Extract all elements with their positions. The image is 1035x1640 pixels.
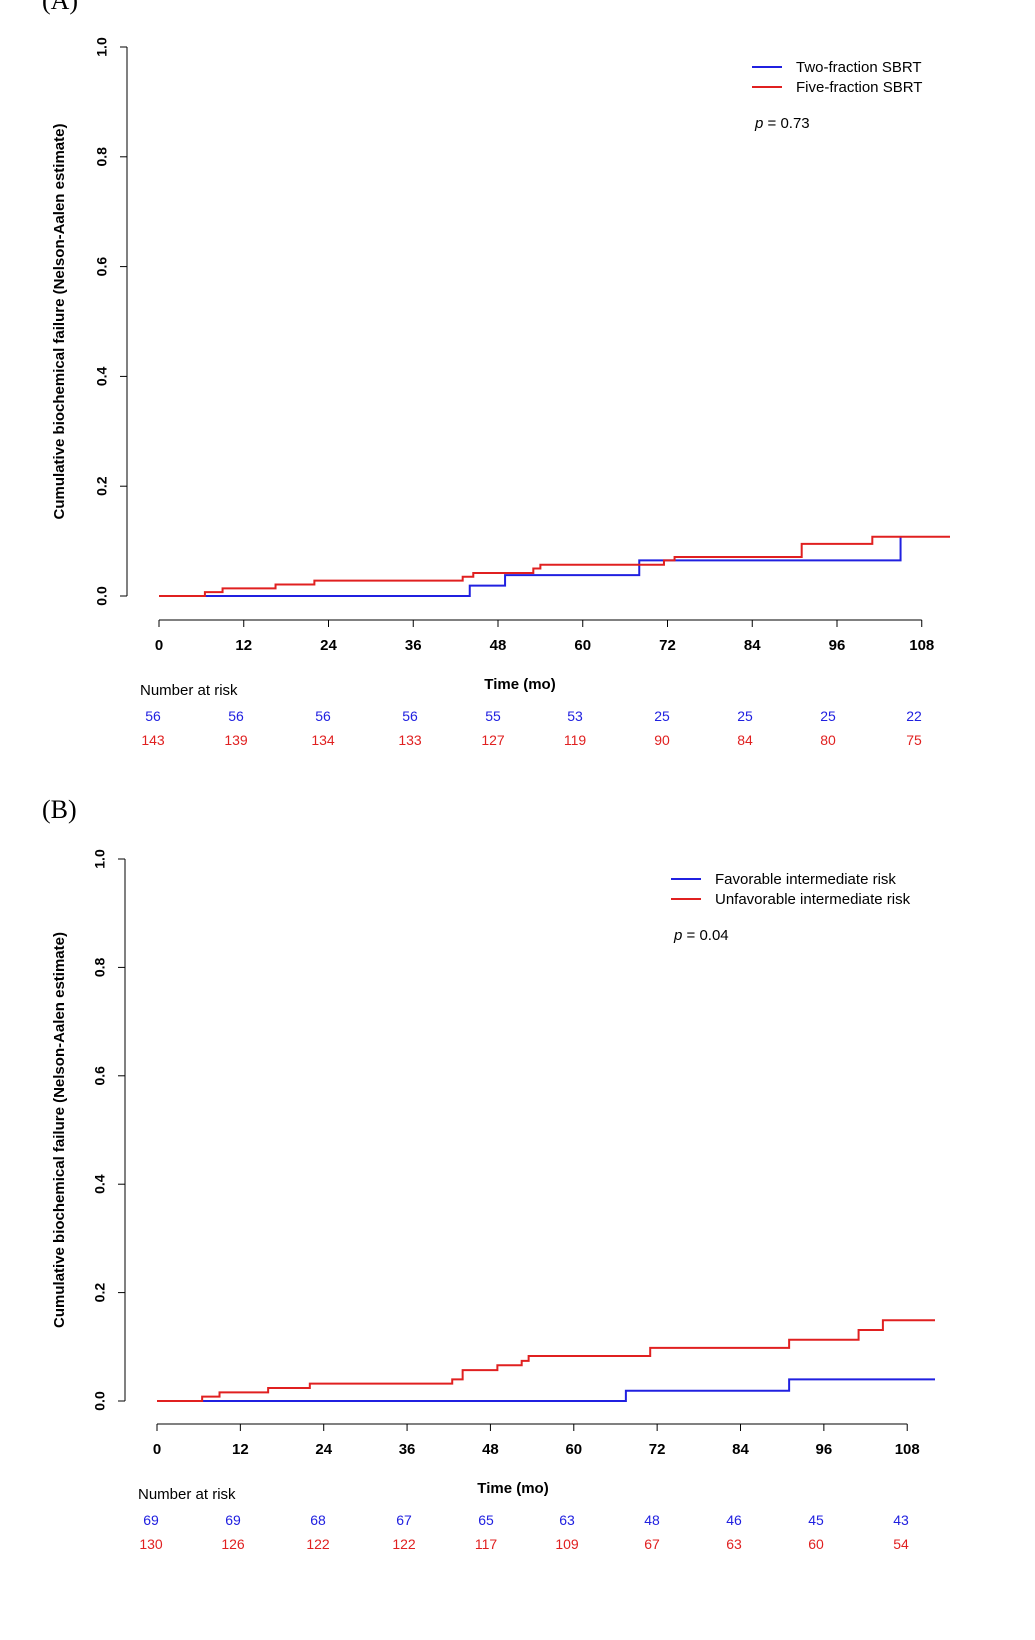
- y-tick-label: 0.0: [92, 1391, 108, 1411]
- y-tick-label: 0.0: [94, 586, 110, 606]
- legend-label-1: Two-fraction SBRT: [796, 59, 922, 76]
- number-at-risk-title: Number at risk: [138, 1486, 236, 1503]
- risk-count: 67: [644, 1536, 660, 1552]
- risk-count: 67: [396, 1512, 412, 1528]
- x-tick-label: 24: [315, 1441, 332, 1458]
- x-axis-title: Time (mo): [477, 1480, 548, 1497]
- risk-count: 119: [564, 732, 587, 748]
- risk-count: 117: [475, 1536, 498, 1552]
- risk-count: 68: [310, 1512, 326, 1528]
- risk-count: 60: [808, 1536, 824, 1552]
- risk-count: 80: [820, 732, 836, 748]
- risk-count: 143: [141, 732, 165, 748]
- x-tick-label: 12: [235, 637, 252, 654]
- y-tick-label: 0.6: [94, 257, 110, 277]
- series-line-1: [159, 536, 902, 597]
- risk-count: 90: [654, 732, 670, 748]
- x-tick-label: 72: [649, 1441, 666, 1458]
- y-tick-label: 1.0: [92, 849, 108, 869]
- number-at-risk-title: Number at risk: [140, 682, 238, 699]
- risk-count: 69: [143, 1512, 159, 1528]
- risk-count: 25: [654, 708, 670, 724]
- x-tick-label: 48: [482, 1441, 499, 1458]
- risk-count: 126: [221, 1536, 245, 1552]
- risk-count: 56: [145, 708, 161, 724]
- panel-label-b: (B): [42, 795, 77, 824]
- y-tick-label: 0.4: [92, 1174, 108, 1194]
- p-symbol: p: [754, 115, 763, 132]
- y-tick-label: 0.8: [92, 957, 108, 977]
- x-tick-label: 96: [829, 637, 846, 654]
- risk-count: 56: [402, 708, 418, 724]
- risk-count: 130: [139, 1536, 163, 1552]
- risk-count: 134: [311, 732, 335, 748]
- y-axis-title: Cumulative biochemical failure (Nelson-A…: [51, 124, 68, 520]
- x-tick-label: 12: [232, 1441, 249, 1458]
- y-axis-title: Cumulative biochemical failure (Nelson-A…: [51, 932, 68, 1328]
- p-value: = 0.04: [682, 927, 728, 944]
- risk-count: 63: [559, 1512, 575, 1528]
- chart-panel-b: 0.0 0.2 0.4 0.6 0.8 1.0 Cumulative biochemical…: [51, 849, 935, 1552]
- risk-count: 53: [567, 708, 583, 724]
- y-tick-label: 0.2: [94, 476, 110, 496]
- x-tick-label: 0: [155, 637, 163, 654]
- series-line-1: [157, 1378, 935, 1402]
- x-tick-label: 108: [909, 637, 934, 654]
- risk-count: 109: [555, 1536, 579, 1552]
- x-tick-label: 72: [659, 637, 676, 654]
- risk-count: 122: [306, 1536, 330, 1552]
- risk-count: 69: [225, 1512, 241, 1528]
- risk-count: 22: [906, 708, 922, 724]
- risk-count: 63: [726, 1536, 742, 1552]
- x-tick-label: 36: [405, 637, 422, 654]
- legend-label-2: Five-fraction SBRT: [796, 79, 922, 96]
- p-symbol: p: [673, 927, 682, 944]
- risk-count: 139: [224, 732, 248, 748]
- y-tick-label: 0.4: [94, 366, 110, 386]
- p-value-label: p = 0.04: [673, 927, 729, 944]
- risk-count: 65: [478, 1512, 494, 1528]
- x-tick-label: 48: [490, 637, 507, 654]
- y-tick-label: 1.0: [94, 37, 110, 57]
- risk-count: 75: [906, 732, 922, 748]
- risk-count: 25: [737, 708, 753, 724]
- risk-count: 55: [485, 708, 501, 724]
- y-tick-label: 0.2: [92, 1283, 108, 1303]
- risk-count: 127: [481, 732, 505, 748]
- x-tick-label: 84: [732, 1441, 749, 1458]
- risk-count: 122: [392, 1536, 416, 1552]
- series-line-2: [159, 535, 950, 597]
- x-tick-label: 0: [153, 1441, 161, 1458]
- risk-count: 84: [737, 732, 753, 748]
- risk-count: 48: [644, 1512, 660, 1528]
- risk-count: 54: [893, 1536, 909, 1552]
- x-tick-label: 24: [320, 637, 337, 654]
- risk-count: 25: [820, 708, 836, 724]
- x-tick-label: 84: [744, 637, 761, 654]
- panel-label-a: (A): [42, 0, 79, 15]
- series-line-2: [157, 1319, 935, 1402]
- x-tick-label: 60: [574, 637, 591, 654]
- x-tick-label: 96: [816, 1441, 833, 1458]
- risk-count: 56: [228, 708, 244, 724]
- risk-count: 56: [315, 708, 331, 724]
- x-tick-label: 36: [399, 1441, 416, 1458]
- x-tick-label: 60: [565, 1441, 582, 1458]
- risk-count: 133: [398, 732, 422, 748]
- y-tick-label: 0.6: [92, 1066, 108, 1086]
- risk-count: 46: [726, 1512, 742, 1528]
- x-axis-title: Time (mo): [484, 676, 555, 693]
- chart-panel-a: 0.0 0.2 0.4 0.6 0.8 1.0 Cumulative biochemical…: [51, 37, 950, 748]
- x-tick-label: 108: [895, 1441, 920, 1458]
- legend-label-2: Unfavorable intermediate risk: [715, 891, 911, 908]
- risk-count: 43: [893, 1512, 909, 1528]
- risk-count: 45: [808, 1512, 824, 1528]
- p-value: = 0.73: [763, 115, 809, 132]
- p-value-label: p = 0.73: [754, 115, 810, 132]
- y-tick-label: 0.8: [94, 147, 110, 167]
- legend-label-1: Favorable intermediate risk: [715, 871, 896, 888]
